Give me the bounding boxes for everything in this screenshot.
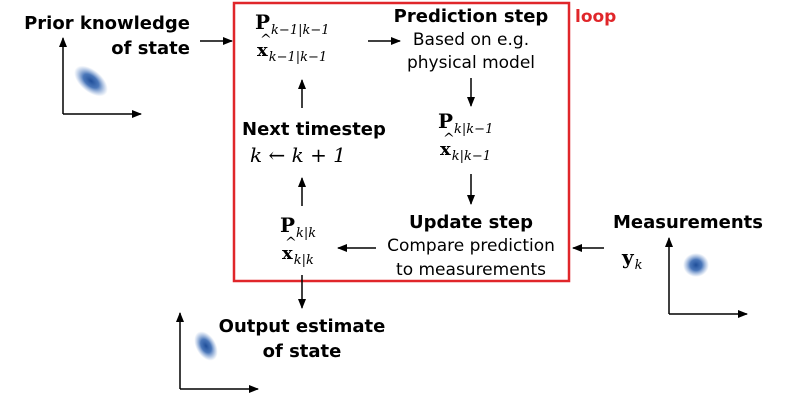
- updated-state-x: xk|k: [282, 236, 314, 267]
- prediction-title: Prediction step: [393, 6, 549, 27]
- update-line1: Compare prediction: [387, 236, 555, 256]
- update-line2: to measurements: [396, 260, 546, 280]
- prior-label-line1: Prior knowledge: [24, 13, 190, 34]
- measurement-plot: [665, 237, 748, 318]
- prior-label-line2: of state: [111, 38, 190, 59]
- prediction-line2: physical model: [406, 53, 536, 73]
- prior-state-P: Pk−1|k−1: [255, 10, 330, 38]
- output-label-line2: of state: [262, 341, 342, 362]
- prediction-line1: Based on e.g.: [412, 30, 530, 50]
- output-plot: [176, 312, 259, 393]
- predicted-state-P: Pk|k−1: [438, 109, 494, 137]
- measurements-title: Measurements: [613, 212, 763, 233]
- predicted-state-x: xk|k−1: [440, 132, 491, 163]
- update-title: Update step: [408, 212, 534, 233]
- updated-state-P: Pk|k: [280, 213, 317, 241]
- loop-label: loop: [575, 7, 617, 27]
- loop-box: [232, 1, 571, 283]
- output-label-line1: Output estimate: [218, 316, 386, 337]
- next-timestep-formula: k ← k + 1: [250, 143, 346, 167]
- prior-plot: [59, 37, 142, 118]
- prior-state-x: xk−1|k−1: [257, 33, 327, 64]
- next-timestep-title: Next timestep: [242, 119, 386, 140]
- measurement-y: yk: [622, 245, 643, 273]
